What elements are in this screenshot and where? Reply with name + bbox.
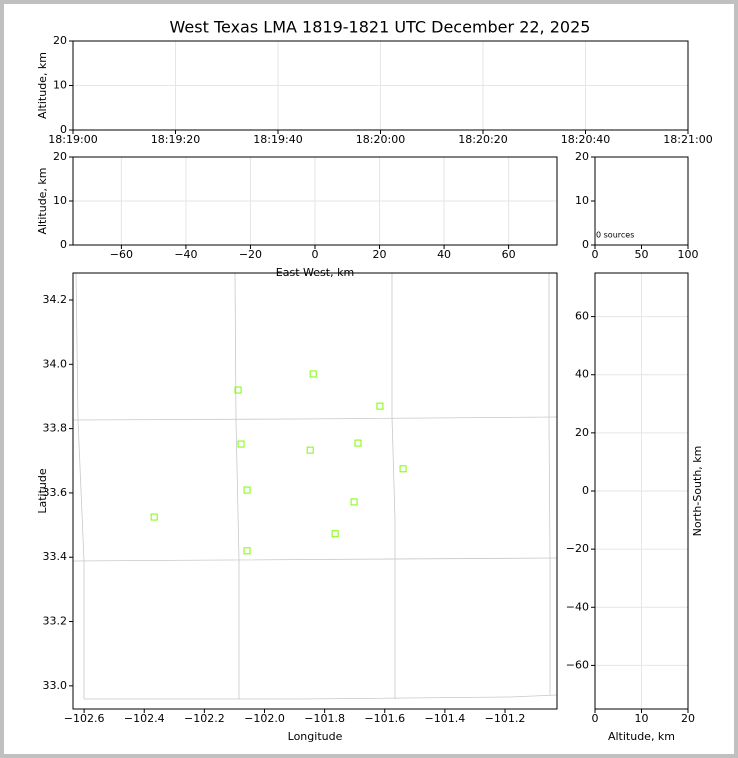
y-tick-label: 20 [53,150,67,163]
county-line [391,273,396,699]
x-tick-label: −60 [110,248,133,261]
y-tick-label: 60 [575,310,589,323]
x-tick-label: 50 [635,248,649,261]
x-tick-label: 18:20:20 [458,133,507,146]
y-tick-label: 33.8 [43,422,68,435]
y-tick-label: 20 [53,34,67,47]
x-tick-label: −101.4 [425,712,466,725]
county-line [72,557,558,562]
x-tick-label: −102.0 [244,712,285,725]
y-tick-label: 0 [582,238,589,251]
point [350,498,358,506]
y-tick-label: 33.2 [43,615,68,628]
point [354,439,362,447]
point [376,402,384,410]
x-axis-label: Altitude, km [608,730,675,743]
x-tick-label: −101.8 [304,712,345,725]
x-tick-label: 18:19:00 [48,133,97,146]
y-tick-label: 20 [575,150,589,163]
annotation: 0 sources [596,231,634,240]
axes-frame [72,40,689,131]
x-tick-label: 0 [312,248,319,261]
point [306,446,314,454]
y-tick-label: 0 [60,123,67,136]
y-tick-label: 34.0 [43,357,68,370]
y-tick-label: 10 [53,79,67,92]
y-tick-label: 33.6 [43,486,68,499]
x-tick-label: 40 [437,248,451,261]
x-tick-label: −40 [174,248,197,261]
y-tick-label: −20 [566,542,589,555]
x-tick-label: −102.2 [184,712,225,725]
county-line [75,272,85,699]
x-tick-label: 100 [678,248,699,261]
point [234,386,242,394]
x-tick-label: 0 [592,712,599,725]
point [150,513,158,521]
y-tick-label: 10 [53,194,67,207]
y-tick-label: 33.4 [43,550,68,563]
axes-frame [594,156,689,246]
y-tick-label: 10 [575,194,589,207]
x-tick-label: 18:20:00 [356,133,405,146]
county-line [548,273,551,695]
y-tick-label: −40 [566,600,589,613]
county-line [84,694,558,700]
y-tick-label: −60 [566,658,589,671]
x-tick-label: −102.4 [124,712,165,725]
x-tick-label: 60 [502,248,516,261]
county-lines [72,272,558,700]
x-tick-label: 0 [592,248,599,261]
x-tick-label: 18:21:00 [663,133,712,146]
x-tick-label: −101.2 [485,712,526,725]
y-axis-label: Latitude [36,468,49,514]
y-tick-label: 33.0 [43,679,68,692]
x-tick-label: −102.6 [64,712,105,725]
y-tick-label: 40 [575,368,589,381]
y-tick-label: 0 [582,484,589,497]
point [237,440,245,448]
point [331,530,339,538]
x-tick-label: 18:19:40 [253,133,302,146]
axes-frame [594,272,689,710]
axes-frame [72,272,558,710]
county-line [234,272,240,699]
y-tick-label: 20 [575,426,589,439]
x-tick-label: 18:19:20 [151,133,200,146]
x-axis-label: Longitude [288,730,343,743]
x-tick-label: 20 [373,248,387,261]
axes-frame [72,156,558,246]
point [399,465,407,473]
point [243,547,251,555]
x-tick-label: −101.6 [364,712,405,725]
x-tick-label: 18:20:40 [561,133,610,146]
y-tick-label: 0 [60,238,67,251]
y-axis-label: Altitude, km [36,52,49,119]
county-line [72,416,558,421]
chart-title: West Texas LMA 1819-1821 UTC December 22… [170,18,591,37]
x-tick-label: 10 [635,712,649,725]
point [243,486,251,494]
x-tick-label: −20 [239,248,262,261]
y-axis-label: North-South, km [691,446,704,537]
x-tick-label: 20 [681,712,695,725]
y-tick-label: 34.2 [43,293,68,306]
point [309,370,317,378]
y-axis-label: Altitude, km [36,167,49,234]
